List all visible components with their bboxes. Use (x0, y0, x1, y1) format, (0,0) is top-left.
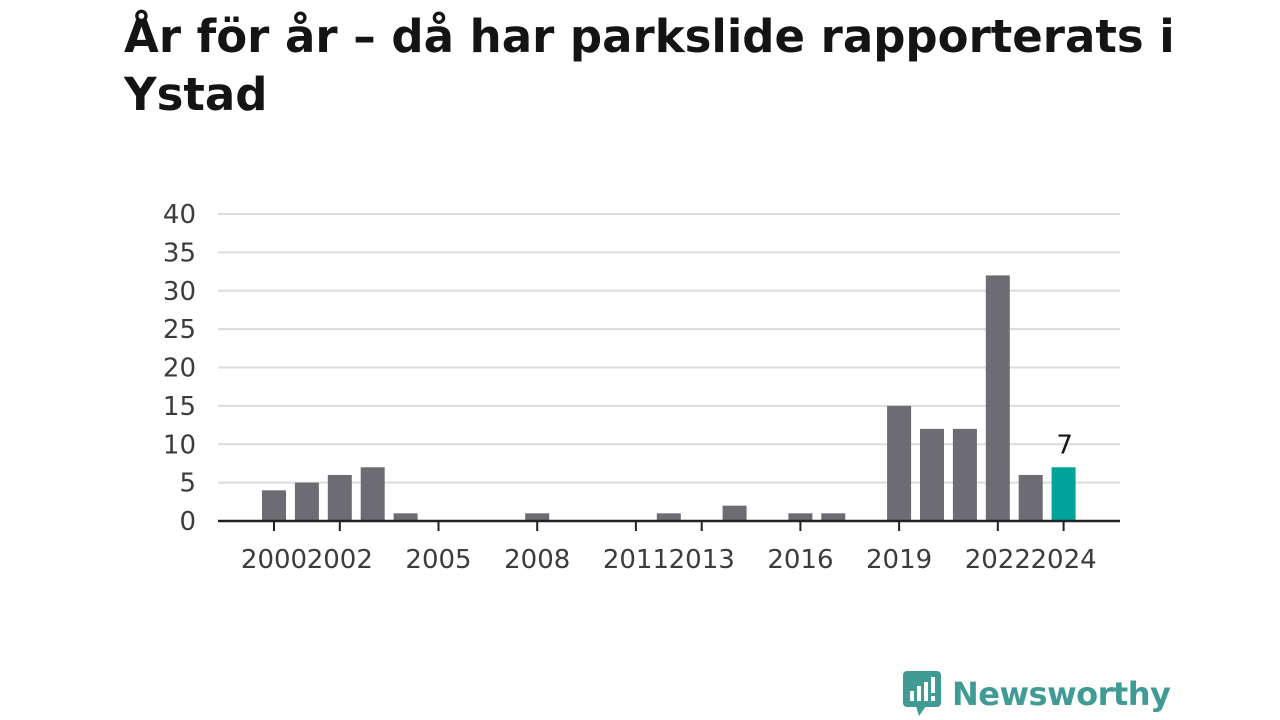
y-tick-label: 0 (179, 507, 196, 537)
bar-2003 (360, 467, 385, 521)
y-tick-label: 25 (163, 315, 196, 345)
bar-2023 (1018, 474, 1043, 521)
x-axis-labels: 2000 2002 2005 2008 2011 2013 2016 2019 2022 2024 (241, 545, 1097, 575)
x-tick-label: 2016 (767, 545, 833, 575)
y-axis-labels: 0 5 10 15 20 25 30 35 40 (163, 200, 196, 537)
bar-2014 (722, 505, 747, 521)
x-tick-label: 2019 (866, 545, 932, 575)
y-tick-label: 10 (163, 430, 196, 460)
y-tick-label: 35 (163, 238, 196, 268)
chart-title: År för år – då har parkslide rapporterat… (124, 10, 1175, 121)
x-tick-label: 2024 (1031, 545, 1097, 575)
x-tick-label: 2022 (965, 545, 1031, 575)
bar-2016 (788, 513, 813, 521)
bar-2008 (525, 513, 550, 521)
x-axis (218, 519, 1120, 531)
newsworthy-brand: Newsworthy (902, 670, 1171, 718)
x-tick-label: 2000 (241, 545, 307, 575)
y-tick-label: 40 (163, 200, 196, 230)
x-tick-label: 2011 (603, 545, 669, 575)
bar-2000 (262, 490, 286, 521)
data-labels: 7 (1056, 430, 1073, 460)
x-tick-label: 2005 (405, 545, 471, 575)
bar-2002 (327, 474, 352, 521)
bars (262, 275, 1076, 521)
bar-2024 (1051, 467, 1076, 521)
y-tick-label: 5 (179, 469, 196, 499)
x-tick-label: 2013 (669, 545, 735, 575)
bar-2001 (294, 482, 319, 521)
y-tick-label: 15 (163, 392, 196, 422)
data-label-2024: 7 (1056, 430, 1073, 460)
x-tick-label: 2002 (307, 545, 373, 575)
gridlines (218, 213, 1120, 484)
bar-2021 (952, 428, 977, 521)
bar-2019 (887, 405, 912, 521)
x-tick-label: 2008 (504, 545, 570, 575)
bar-2022 (985, 275, 1010, 521)
bar-2012 (656, 513, 681, 521)
y-tick-label: 30 (163, 277, 196, 307)
y-tick-label: 20 (163, 354, 196, 384)
brand-name: Newsworthy (952, 675, 1171, 713)
newsworthy-logo-icon (903, 671, 941, 716)
bar-2017 (821, 513, 846, 521)
bar-2004 (393, 513, 418, 521)
bar-2020 (920, 428, 944, 521)
